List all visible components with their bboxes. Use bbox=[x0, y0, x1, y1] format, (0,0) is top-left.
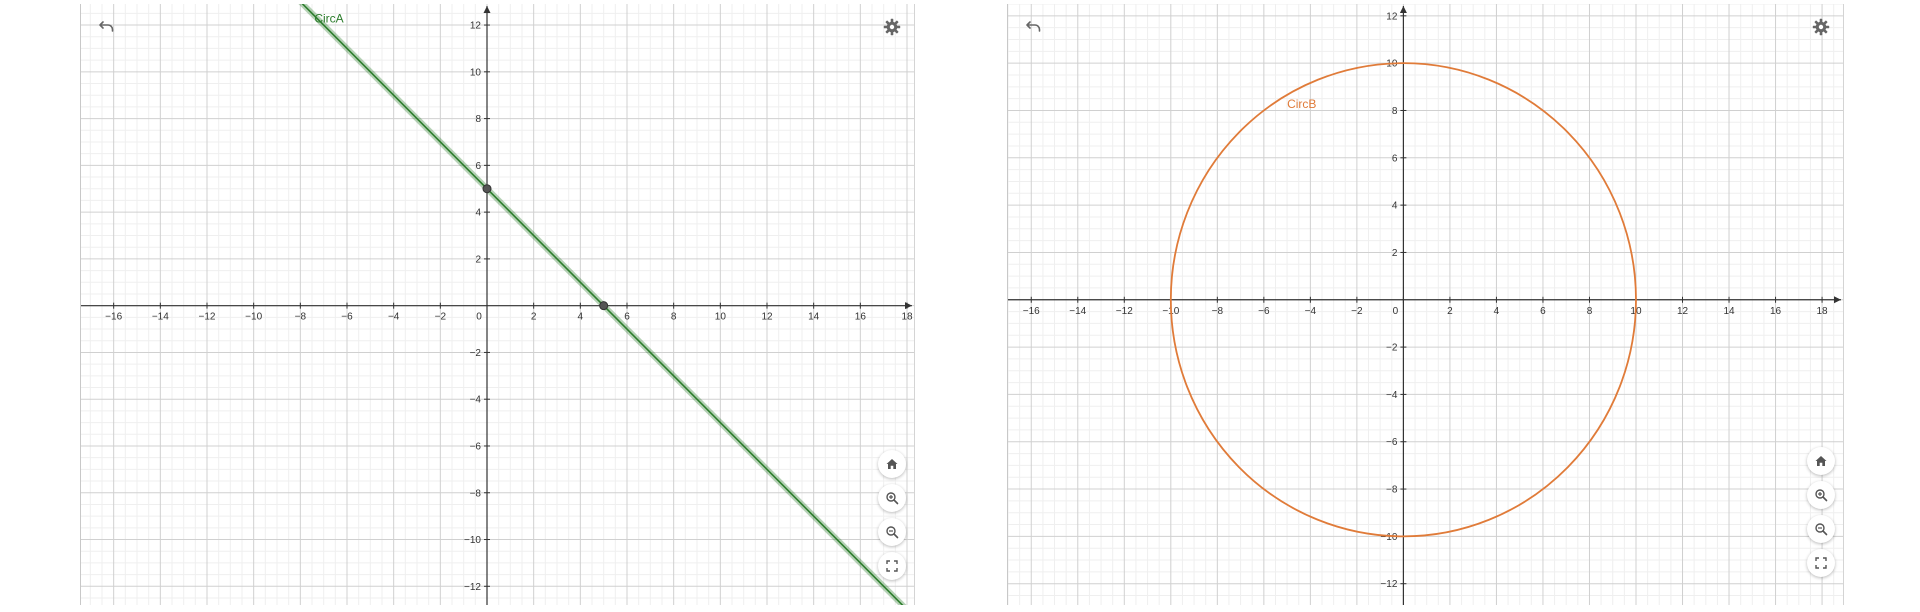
x-tick-label: −16 bbox=[1023, 306, 1040, 317]
x-tick-label: 14 bbox=[1723, 306, 1735, 317]
x-tick-label: −12 bbox=[199, 312, 216, 323]
x-tick-label: −14 bbox=[1069, 306, 1086, 317]
x-tick-label: 18 bbox=[901, 312, 913, 323]
y-tick-label: −12 bbox=[464, 582, 481, 593]
grid-major bbox=[81, 4, 914, 605]
data-point bbox=[482, 184, 492, 194]
y-tick-label: 2 bbox=[475, 254, 481, 265]
zoom-out-icon[interactable] bbox=[1807, 515, 1835, 543]
x-tick-label: −2 bbox=[435, 312, 447, 323]
y-tick-label: 6 bbox=[1392, 153, 1398, 164]
x-tick-label: −6 bbox=[341, 312, 353, 323]
graph-right-svg[interactable]: −16 −14 −12 −10 −8 −6 −4 −2 0 2 4 6 8 10 12 14 16 18−12−1… bbox=[1008, 4, 1843, 605]
x-tick-label: −6 bbox=[1258, 306, 1270, 317]
fullscreen-icon[interactable] bbox=[878, 552, 906, 580]
y-tick-label: 8 bbox=[475, 114, 481, 125]
y-tick-label: 8 bbox=[1392, 106, 1398, 117]
y-tick-label: −4 bbox=[470, 395, 482, 406]
x-tick-label: −8 bbox=[1212, 306, 1224, 317]
y-tick-label: −8 bbox=[470, 488, 482, 499]
series-circle bbox=[1169, 62, 1637, 538]
x-tick-label: −2 bbox=[1351, 306, 1363, 317]
x-axis-arrow bbox=[1834, 296, 1841, 304]
x-tick-label: −4 bbox=[388, 312, 400, 323]
y-axis-arrow bbox=[483, 6, 491, 13]
x-tick-label: 0 bbox=[1393, 306, 1399, 317]
x-tick-label: −14 bbox=[152, 312, 169, 323]
x-tick-label: 6 bbox=[1540, 306, 1546, 317]
x-tick-label: 14 bbox=[808, 312, 820, 323]
fullscreen-icon[interactable] bbox=[1807, 549, 1835, 577]
x-tick-label: 4 bbox=[1494, 306, 1500, 317]
graph-panel-left[interactable]: −16 −14 −12 −10 −8 −6 −4 −2 0 2 4 6 8 10 12 14 16 18 −12 −1… bbox=[80, 4, 915, 605]
x-tick-label: 8 bbox=[1587, 306, 1593, 317]
x-axis-arrow bbox=[905, 302, 912, 310]
x-tick-label: 16 bbox=[1770, 306, 1782, 317]
x-tick-label: 8 bbox=[671, 312, 677, 323]
y-tick-label: 2 bbox=[1392, 248, 1398, 259]
home-icon[interactable] bbox=[878, 450, 906, 478]
y-tick-label: −6 bbox=[470, 441, 482, 452]
x-tick-label: −10 bbox=[245, 312, 262, 323]
x-tick-label: 2 bbox=[1447, 306, 1453, 317]
graph-panel-right[interactable]: −16 −14 −12 −10 −8 −6 −4 −2 0 2 4 6 8 10 12 14 16 18 −12 −1… bbox=[1007, 4, 1844, 605]
x-tick-label: 6 bbox=[624, 312, 630, 323]
series-label: CircA bbox=[314, 12, 343, 26]
x-tick-label: 18 bbox=[1817, 306, 1829, 317]
y-tick-label: 4 bbox=[1392, 201, 1398, 212]
zoom-in-icon[interactable] bbox=[1807, 481, 1835, 509]
y-tick-label: −12 bbox=[1380, 579, 1397, 590]
undo-icon[interactable] bbox=[1024, 17, 1044, 37]
series-label: CircB bbox=[1287, 97, 1316, 111]
x-tick-label: −12 bbox=[1116, 306, 1133, 317]
y-tick-label: −2 bbox=[470, 348, 482, 359]
grid-minor bbox=[1008, 4, 1843, 605]
y-tick-label: −10 bbox=[464, 535, 481, 546]
y-tick-label: 10 bbox=[470, 67, 482, 78]
zoom-in-icon[interactable] bbox=[878, 484, 906, 512]
zoom-out-icon[interactable] bbox=[878, 518, 906, 546]
y-tick-label: −8 bbox=[1386, 485, 1398, 496]
home-icon[interactable] bbox=[1807, 447, 1835, 475]
grid-major bbox=[1008, 4, 1843, 605]
y-tick-label: −6 bbox=[1386, 437, 1398, 448]
x-tick-label: −16 bbox=[105, 312, 122, 323]
y-tick-label: −10 bbox=[1380, 532, 1397, 543]
data-point bbox=[599, 301, 609, 311]
y-tick-label: 4 bbox=[475, 208, 481, 219]
x-tick-label: −4 bbox=[1305, 306, 1317, 317]
gear-icon[interactable] bbox=[882, 17, 902, 37]
x-tick-label: 2 bbox=[531, 312, 537, 323]
y-axis-arrow bbox=[1399, 6, 1407, 13]
x-tick-label: 4 bbox=[578, 312, 584, 323]
x-tick-label: 10 bbox=[715, 312, 727, 323]
graph-left-svg[interactable]: −16 −14 −12 −10 −8 −6 −4 −2 0 2 4 6 8 10 12 14 16 18 −12 −1… bbox=[81, 4, 914, 605]
y-tick-label: 12 bbox=[470, 21, 482, 32]
x-tick-label: −8 bbox=[295, 312, 307, 323]
x-tick-label: 12 bbox=[761, 312, 773, 323]
y-tick-label: −2 bbox=[1386, 343, 1398, 354]
x-tick-label: 12 bbox=[1677, 306, 1689, 317]
x-tick-label: 0 bbox=[476, 312, 482, 323]
y-tick-label: 12 bbox=[1386, 11, 1398, 22]
gear-icon[interactable] bbox=[1811, 17, 1831, 37]
y-tick-label: 6 bbox=[475, 161, 481, 172]
y-tick-label: −4 bbox=[1386, 390, 1398, 401]
grid-minor bbox=[81, 4, 914, 605]
x-tick-label: 16 bbox=[855, 312, 867, 323]
undo-icon[interactable] bbox=[97, 17, 117, 37]
